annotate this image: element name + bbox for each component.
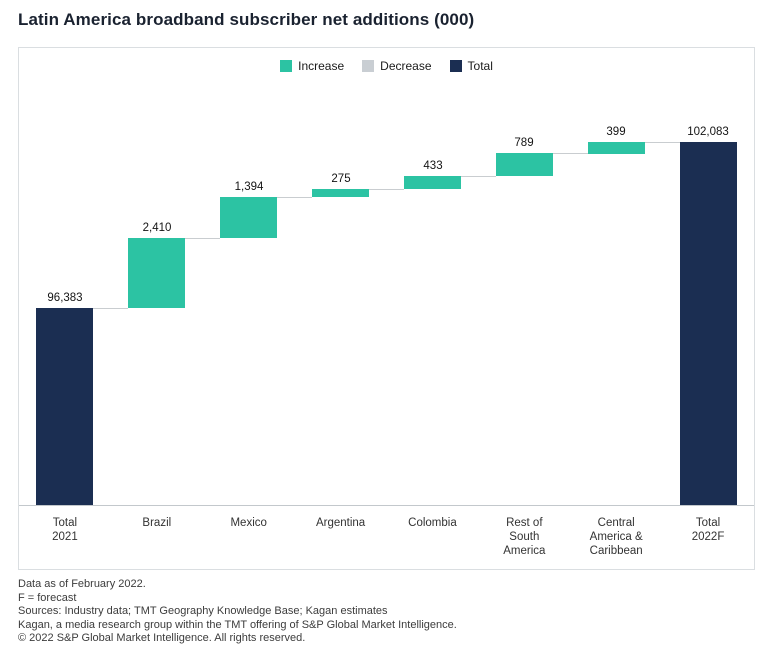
bar-total-2022f [680, 142, 737, 505]
bar-rest-of-south-america [496, 153, 553, 176]
category-label-mexico: Mexico [203, 516, 295, 569]
category-label-brazil: Brazil [111, 516, 203, 569]
bar-total-2021 [36, 308, 93, 505]
footnote-line-3: Sources: Industry data; TMT Geography Kn… [18, 605, 388, 618]
value-label-total-2021: 96,383 [47, 292, 83, 304]
connector-line [553, 153, 588, 154]
legend-item-total: Total [449, 59, 493, 73]
connector-line [461, 176, 496, 177]
bar-argentina [312, 189, 369, 197]
bar-mexico [220, 197, 277, 238]
category-label-line: Central [597, 517, 635, 529]
connector-line [277, 197, 312, 198]
value-label-central-america-caribbean: 399 [606, 126, 626, 138]
bar-brazil [128, 238, 185, 308]
category-label-rest-of-south-america: Rest of South America [478, 516, 570, 569]
x-axis-labels: Total 2021 Brazil Mexico Argentina Colombia Re… [19, 507, 754, 569]
category-label-line: Rest of [506, 517, 543, 529]
chart-panel: Increase Decrease Total 96,383 2,410 1,394 27… [18, 47, 755, 570]
connector-line [185, 238, 220, 239]
category-label-line: Argentina [315, 517, 366, 529]
category-label-line: Total [52, 517, 78, 529]
category-label-line: Colombia [408, 517, 457, 529]
value-label-argentina: 275 [331, 173, 351, 185]
bar-central-america-caribbean [588, 142, 645, 154]
category-label-line: 2021 [52, 531, 78, 543]
legend: Increase Decrease Total [19, 59, 754, 73]
connector-line [645, 142, 680, 143]
legend-label-total: Total [467, 59, 493, 73]
category-label-argentina: Argentina [295, 516, 387, 569]
category-label-line: South [509, 531, 540, 543]
legend-swatch-decrease [362, 60, 375, 72]
category-label-line: America & [589, 531, 643, 543]
footnote-line-1: Data as of February 2022. [18, 578, 146, 590]
value-label-rest-of-south-america: 789 [514, 137, 534, 149]
category-label-line: America [503, 545, 546, 557]
category-label-total-2021: Total 2021 [19, 516, 111, 569]
footnote-line-5: © 2022 S&P Global Market Intelligence. A… [18, 632, 306, 645]
footnotes: Data as of February 2022. F = forecast Sou… [18, 578, 457, 646]
legend-swatch-total [449, 60, 462, 72]
category-label-line: Brazil [142, 517, 172, 529]
category-label-line: Mexico [230, 517, 267, 529]
category-label-total-2022f: Total 2022F [662, 516, 754, 569]
legend-swatch-increase [280, 60, 293, 72]
footnote-line-4: Kagan, a media research group within the… [18, 618, 457, 631]
legend-label-decrease: Decrease [380, 59, 432, 73]
value-label-colombia: 433 [423, 160, 443, 172]
value-label-total-2022f: 102,083 [687, 126, 729, 138]
chart-title: Latin America broadband subscriber net a… [18, 10, 475, 29]
connector-line [369, 189, 404, 190]
value-label-mexico: 1,394 [234, 181, 264, 193]
legend-item-increase: Increase [280, 59, 344, 73]
category-label-line: Total [695, 517, 721, 529]
legend-label-increase: Increase [298, 59, 345, 73]
connector-line [93, 308, 128, 309]
category-label-colombia: Colombia [387, 516, 479, 569]
bar-colombia [404, 176, 461, 189]
legend-item-decrease: Decrease [362, 59, 432, 73]
category-label-central-america-caribbean: Central America & Caribbean [570, 516, 662, 569]
value-label-brazil: 2,410 [142, 222, 172, 234]
category-label-line: 2022F [691, 531, 725, 543]
category-label-line: Caribbean [589, 545, 643, 557]
footnote-line-2: F = forecast [18, 591, 77, 604]
plot-area: 96,383 2,410 1,394 275 433 789 399 102,083 [19, 86, 754, 506]
